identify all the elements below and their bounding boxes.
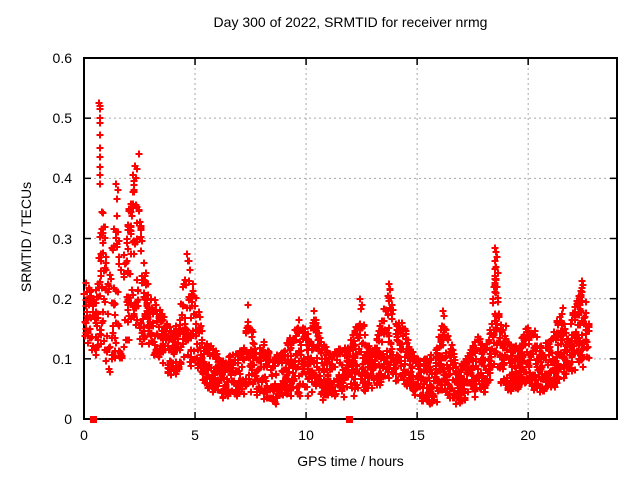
y-tick-label: 0.1 — [52, 350, 72, 367]
x-tick-label: 15 — [409, 427, 425, 443]
chart-title: Day 300 of 2022, SRMTID for receiver nrm… — [213, 14, 488, 30]
x-tick-label: 5 — [191, 427, 199, 443]
x-tick-label: 20 — [520, 427, 536, 443]
x-tick-label: 10 — [298, 427, 314, 443]
x-axis-title: GPS time / hours — [297, 453, 404, 469]
y-tick-label: 0.4 — [52, 170, 72, 187]
x-tick-label: 0 — [80, 427, 88, 443]
y-tick-label: 0 — [64, 411, 72, 427]
y-tick-label: 0.2 — [52, 290, 72, 307]
y-tick-label: 0.6 — [52, 50, 72, 66]
y-tick-label: 0.5 — [52, 110, 72, 127]
y-tick-label: 0.3 — [52, 230, 72, 247]
